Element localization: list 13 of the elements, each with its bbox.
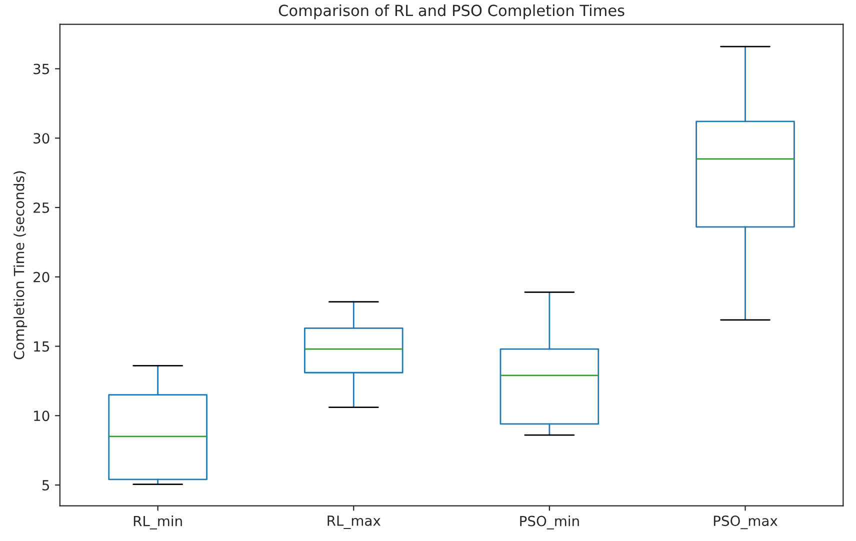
y-tick-label: 10	[34, 410, 50, 422]
y-tick-label: 15	[34, 341, 49, 352]
y-tick-label: 25	[34, 202, 49, 213]
y-tick-label: 35	[34, 64, 49, 74]
y-tick-label: 30	[34, 133, 50, 144]
x-tick-label: PSO_min	[520, 516, 579, 530]
x-tick-label: RL_max	[328, 516, 380, 529]
chart-title: Comparison of RL and PSO Completion Times	[278, 4, 624, 20]
x-tick-label: PSO_max	[714, 516, 778, 530]
x-tick-label: RL_min	[134, 516, 182, 530]
y-axis-title: Completion Time (seconds)	[14, 171, 27, 360]
y-tick-label: 5	[42, 480, 49, 490]
y-tick-label: 20	[34, 272, 50, 282]
